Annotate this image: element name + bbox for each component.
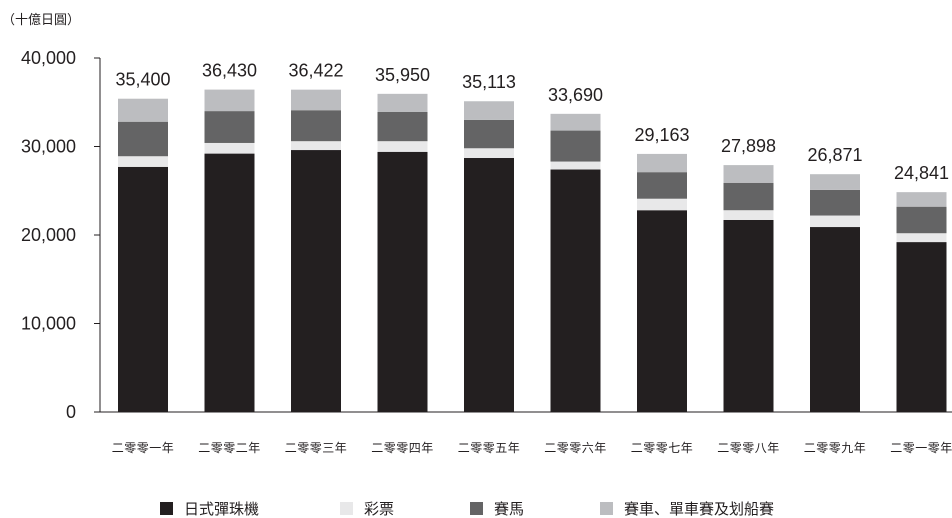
bar-segment-series-0 — [291, 150, 341, 413]
x-tick-label: 二零零七年 — [631, 441, 694, 455]
bar-segment-series-0 — [377, 151, 428, 412]
bar-segment-series-2 — [377, 111, 428, 142]
bar-total-label: 35,400 — [115, 70, 170, 90]
bar-segment-series-1 — [810, 215, 860, 228]
legend-swatch-series-0 — [160, 502, 173, 515]
bar-total-label: 26,871 — [807, 145, 862, 165]
plot-area: 0 10,000 20,000 30,000 40,000 35,400 二零零一年 36,4… — [21, 48, 952, 455]
x-tick-label: 二零零二年 — [198, 441, 261, 455]
bar-segment-series-2 — [204, 111, 255, 143]
y-tick-label: 40,000 — [21, 48, 76, 68]
unit-label: （十億日圓） — [2, 12, 80, 28]
bar-segment-series-0 — [723, 219, 774, 412]
legend: 日式彈珠機 彩票 賽馬 賽車、單車賽及划船賽 — [160, 500, 774, 518]
bar-segment-series-1 — [723, 210, 774, 220]
bar-segment-series-1 — [204, 142, 255, 154]
bar-segment-series-3 — [118, 98, 168, 122]
bar-segment-series-0 — [637, 210, 687, 412]
bar-segment-series-3 — [204, 89, 255, 112]
bar-segment-series-3 — [896, 192, 947, 207]
legend-label-series-0: 日式彈珠機 — [184, 500, 259, 518]
x-tick-label: 二零一零年 — [890, 441, 952, 455]
legend-swatch-series-2 — [470, 502, 483, 515]
x-tick-label: 二零零五年 — [458, 441, 521, 455]
bar-segment-series-1 — [291, 141, 341, 151]
y-tick-label: 10,000 — [21, 314, 76, 334]
bar-segment-series-3 — [291, 89, 341, 111]
bar-segment-series-1 — [637, 198, 687, 211]
bar-segment-series-0 — [464, 158, 514, 412]
bar-total-label: 24,841 — [894, 163, 949, 183]
bar-segment-series-2 — [810, 189, 860, 216]
bar-segment-series-1 — [464, 148, 514, 159]
bar-total-label: 35,113 — [462, 72, 516, 92]
bar-segment-series-3 — [377, 93, 428, 112]
bar-segment-series-0 — [550, 169, 601, 412]
bar-segment-series-3 — [550, 113, 601, 131]
bar-segment-series-2 — [896, 206, 947, 234]
bar-segment-series-3 — [464, 101, 514, 120]
bar-segment-series-0 — [204, 153, 255, 412]
y-tick-label: 20,000 — [21, 225, 76, 245]
x-tick-label: 二零零八年 — [717, 441, 780, 455]
bar-segment-series-3 — [637, 153, 687, 173]
bar-segment-series-1 — [118, 156, 168, 167]
bar-total-label: 29,163 — [634, 125, 689, 145]
bar-segment-series-1 — [377, 141, 428, 152]
bar-segment-series-2 — [637, 172, 687, 199]
bar-total-label: 36,422 — [288, 61, 343, 81]
y-tick-label: 0 — [66, 402, 76, 422]
legend-label-series-2: 賽馬 — [494, 500, 524, 518]
bar-segment-series-1 — [896, 233, 947, 243]
bar-segment-series-2 — [464, 119, 514, 149]
legend-swatch-series-1 — [340, 502, 353, 515]
bar-segment-series-2 — [118, 121, 168, 157]
bar-segment-series-0 — [896, 242, 947, 412]
bar-segment-series-1 — [550, 161, 601, 170]
bar-segment-series-0 — [118, 166, 168, 412]
bar-segment-series-2 — [723, 182, 774, 211]
bar-segment-series-3 — [810, 174, 860, 190]
x-tick-label: 二零零一年 — [112, 441, 175, 455]
bar-segment-series-2 — [291, 110, 341, 142]
bar-total-label: 33,690 — [548, 85, 603, 105]
legend-swatch-series-3 — [600, 502, 613, 515]
legend-label-series-1: 彩票 — [364, 500, 394, 518]
bar-segment-series-2 — [550, 130, 601, 162]
bar-segment-series-3 — [723, 165, 774, 183]
legend-label-series-3: 賽車、單車賽及划船賽 — [624, 500, 774, 518]
x-tick-label: 二零零九年 — [804, 441, 867, 455]
bar-total-label: 35,950 — [375, 65, 430, 85]
bar-total-label: 27,898 — [721, 136, 776, 156]
x-tick-label: 二零零六年 — [544, 441, 607, 455]
y-tick-label: 30,000 — [21, 137, 76, 157]
bar-total-label: 36,430 — [202, 61, 257, 81]
x-tick-label: 二零零三年 — [285, 441, 348, 455]
bar-segment-series-0 — [810, 227, 860, 412]
x-tick-label: 二零零四年 — [371, 441, 434, 455]
